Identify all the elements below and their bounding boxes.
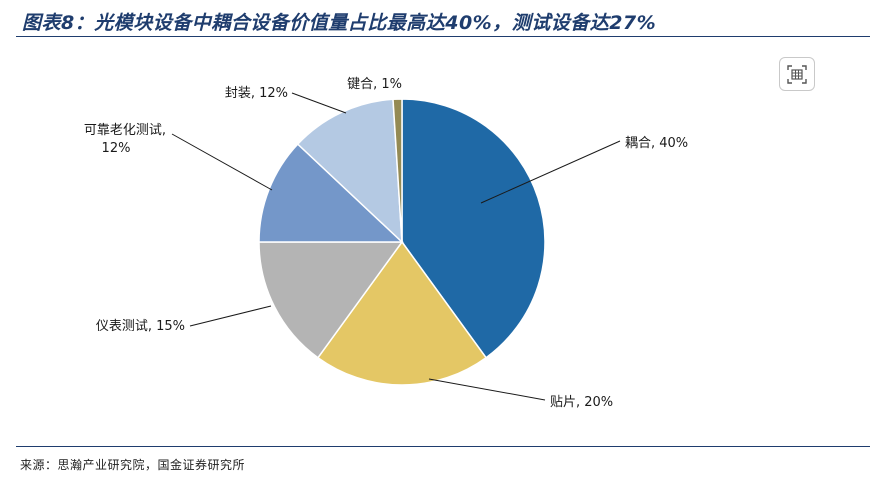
leader-line-1 (480, 140, 621, 204)
slice-labels: 耦合, 40% 贴片, 20% 仪表测试, 15% 可靠老化测试, 12% 封装, 12%… (84, 77, 688, 410)
pie-slice-2 (316, 240, 488, 386)
slice-label-4: 可靠老化测试, 12% (84, 123, 166, 156)
leader-line-4 (171, 133, 273, 191)
leader-line-5 (291, 92, 347, 114)
slice-label-2: 贴片, 20% (550, 395, 613, 410)
pie-slice-6 (392, 98, 403, 243)
figure-title: 图表8：光模块设备中耦合设备价值量占比最高达40%，测试设备达27% (22, 12, 657, 34)
table-expand-button[interactable] (779, 57, 815, 91)
pie-slice-3 (258, 241, 404, 359)
slice-label-5: 封装, 12% (225, 86, 288, 101)
title-divider (16, 36, 870, 37)
pie-slice-5 (296, 98, 403, 244)
slice-label-6: 键合, 1% (347, 77, 402, 92)
table-expand-icon (787, 65, 807, 84)
source-note: 来源：思瀚产业研究院，国金证券研究所 (20, 458, 246, 472)
slice-label-1: 耦合, 40% (625, 136, 688, 151)
slice-label-3: 仪表测试, 15% (96, 319, 185, 334)
leader-line-2 (428, 378, 546, 401)
pie-slice-1 (401, 98, 546, 359)
pie-slices (258, 98, 546, 386)
source-divider (16, 446, 870, 447)
leader-lines (171, 92, 621, 401)
pie-slice-4 (258, 143, 404, 243)
leader-line-3 (189, 305, 272, 327)
